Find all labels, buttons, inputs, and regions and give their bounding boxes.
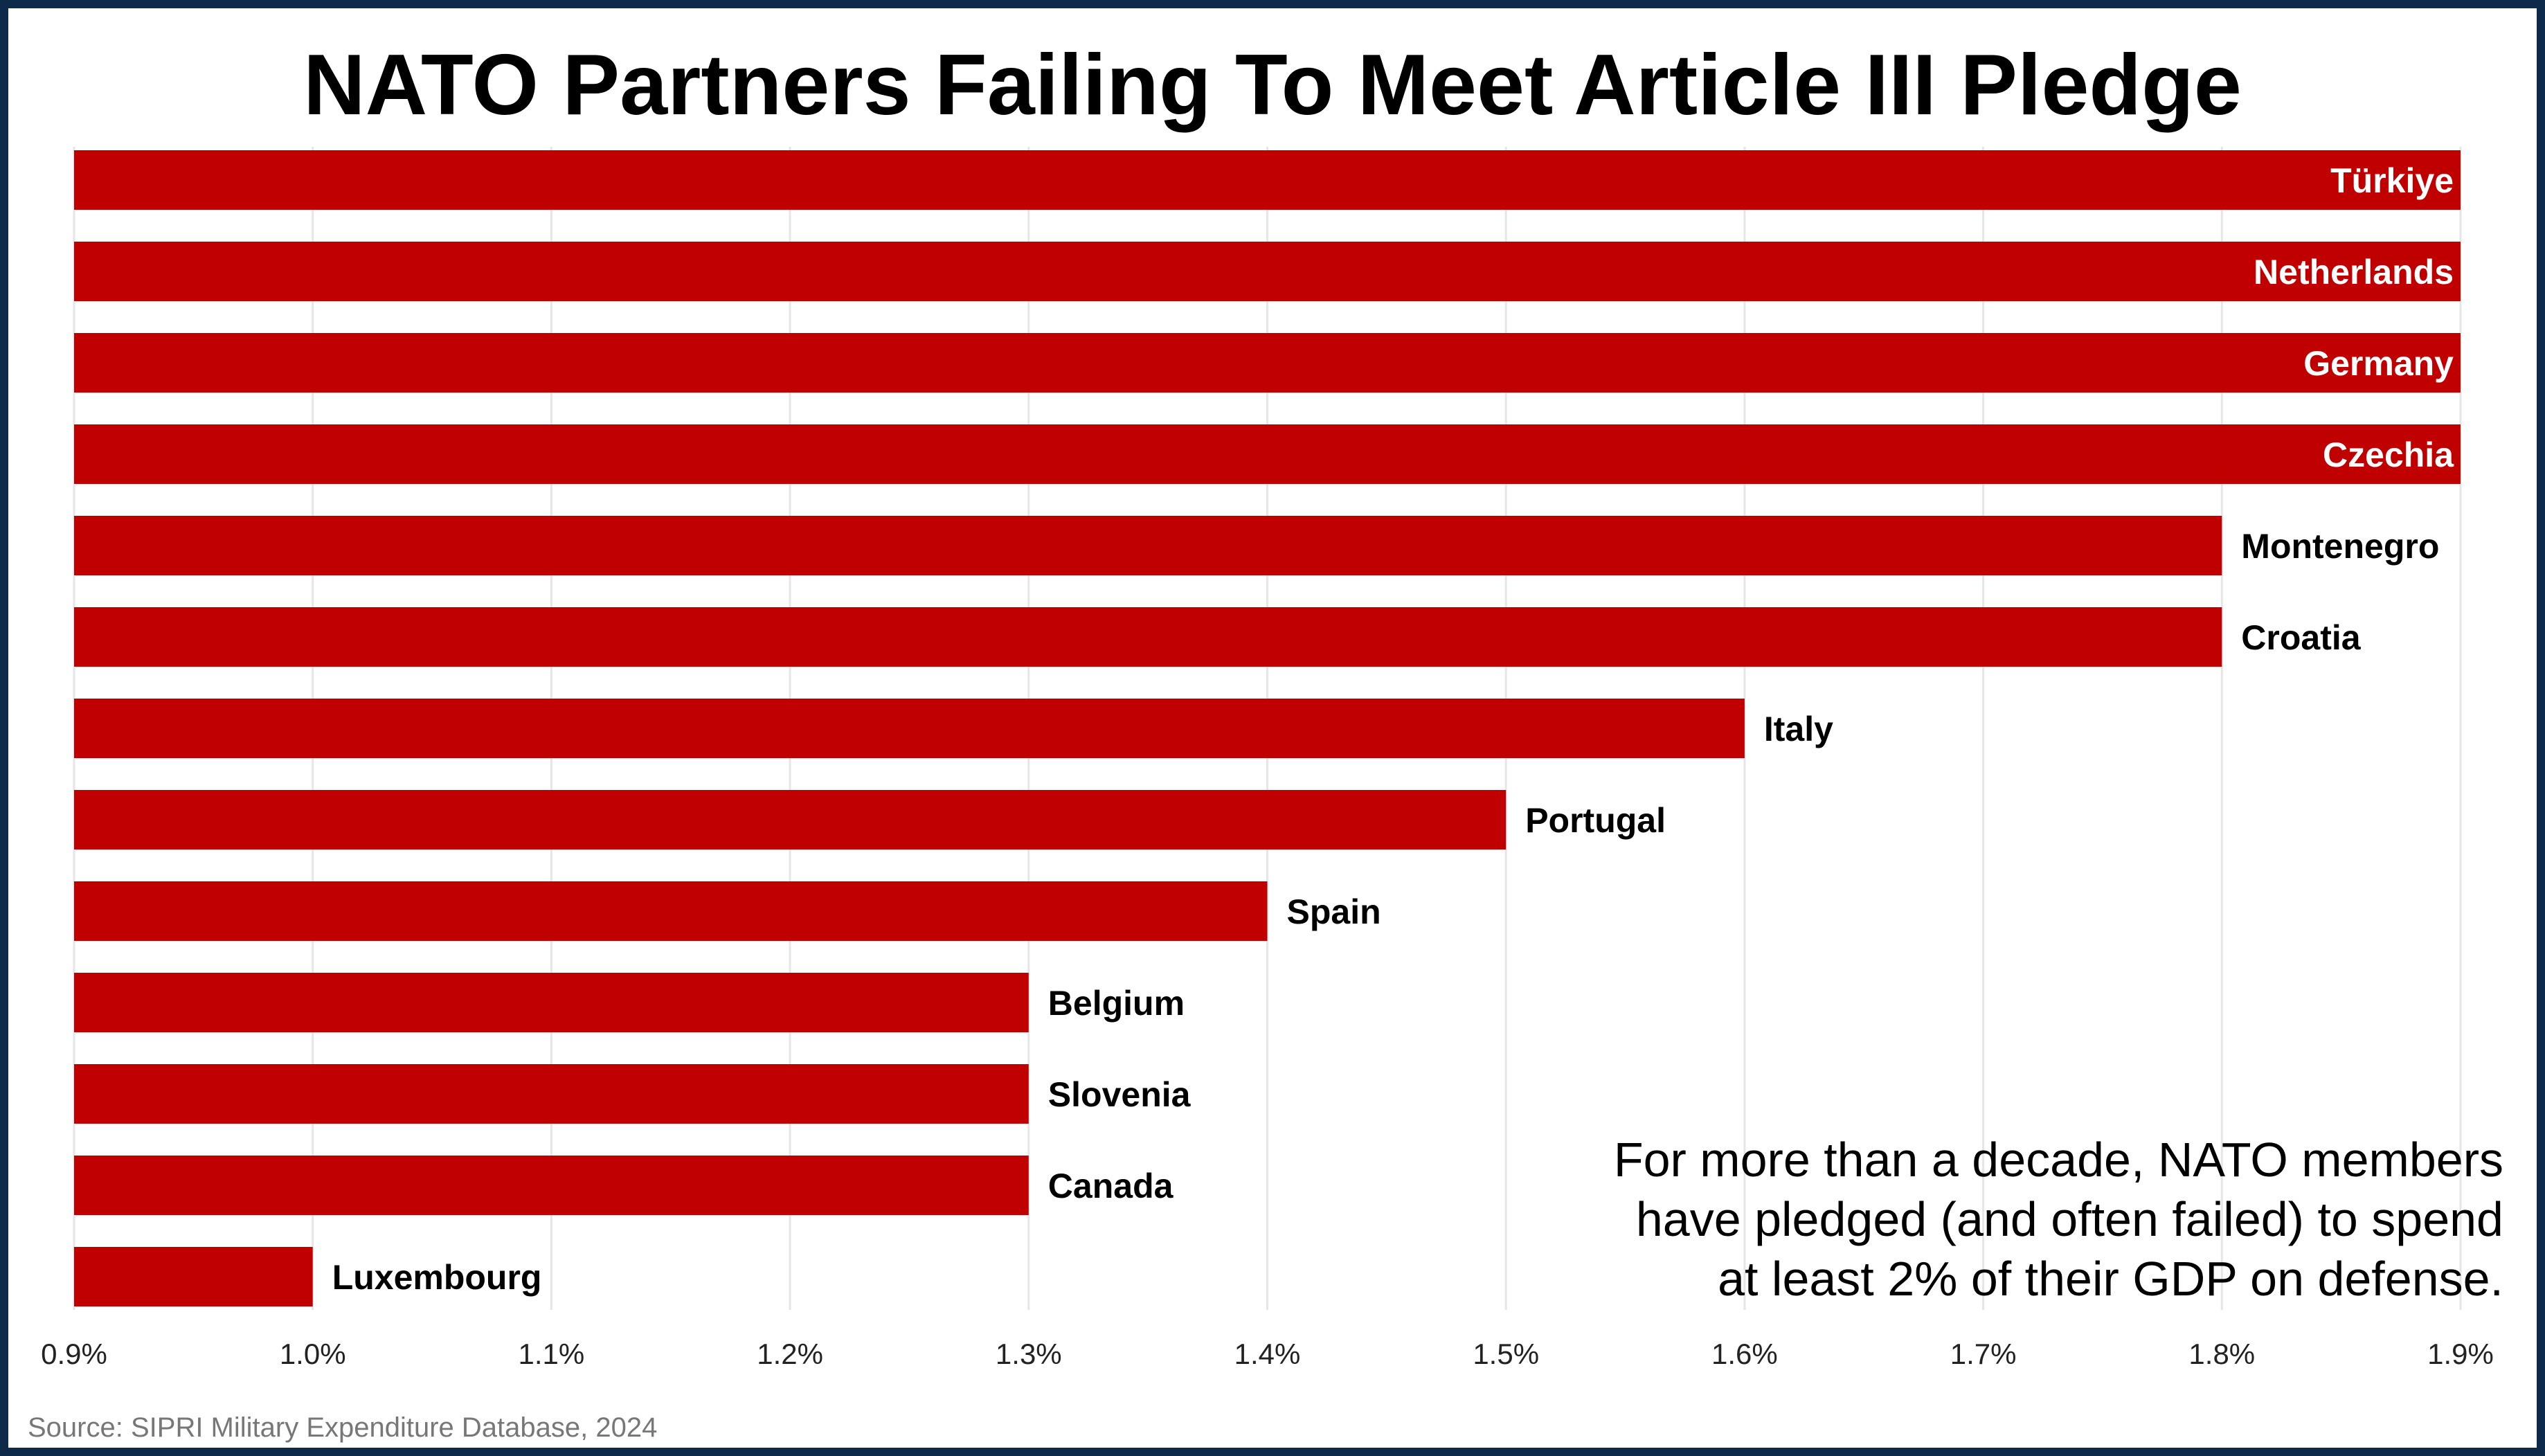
bar-label: Germany	[2303, 344, 2454, 383]
bars	[74, 150, 2461, 1306]
bar-label: Montenegro	[2241, 527, 2439, 566]
bar-chart: Türkiye Netherlands Germany Czechia Monteneg…	[41, 147, 2494, 1370]
bar	[74, 150, 2461, 210]
source-note: Source: SIPRI Military Expenditure Datab…	[28, 1412, 658, 1443]
chart-frame: NATO Partners Failing To Meet Article II…	[8, 8, 2537, 1448]
chart-title: NATO Partners Failing To Meet Article II…	[303, 37, 2242, 133]
bar	[74, 699, 1745, 758]
bar	[74, 424, 2461, 484]
bar-label: Spain	[1287, 892, 1381, 931]
x-tick-label: 1.4%	[1234, 1338, 1301, 1370]
bar-label: Croatia	[2241, 618, 2361, 657]
bar	[74, 790, 1507, 850]
bar	[74, 1247, 313, 1306]
bar-label: Türkiye	[2330, 161, 2454, 200]
x-tick-label: 1.5%	[1473, 1338, 1539, 1370]
bar	[74, 242, 2461, 301]
x-tick-label: 1.1%	[519, 1338, 585, 1370]
annotation-line: For more than a decade, NATO members	[1613, 1133, 2503, 1187]
x-tick-label: 1.8%	[2188, 1338, 2255, 1370]
bar	[74, 333, 2461, 393]
bar-label: Slovenia	[1048, 1075, 1191, 1114]
bar	[74, 973, 1029, 1032]
bar-label: Italy	[1764, 710, 1833, 748]
x-axis-ticks: 0.9% 1.0% 1.1% 1.2% 1.3% 1.4% 1.5% 1.6% 1.7% 1.8%…	[41, 1338, 2494, 1370]
bar	[74, 1064, 1029, 1124]
bar	[74, 607, 2222, 667]
bar-label: Czechia	[2323, 435, 2454, 474]
x-tick-label: 1.0%	[280, 1338, 346, 1370]
bar-label: Netherlands	[2254, 253, 2454, 291]
bar-labels: Türkiye Netherlands Germany Czechia Monteneg…	[332, 161, 2454, 1297]
bar	[74, 1156, 1029, 1215]
bar-label: Canada	[1048, 1167, 1174, 1205]
x-tick-label: 1.2%	[757, 1338, 823, 1370]
x-tick-label: 1.6%	[1711, 1338, 1778, 1370]
x-tick-label: 1.9%	[2427, 1338, 2494, 1370]
annotation-line: at least 2% of their GDP on defense.	[1718, 1252, 2503, 1306]
x-tick-label: 1.3%	[996, 1338, 1062, 1370]
x-tick-label: 0.9%	[41, 1338, 107, 1370]
bar	[74, 516, 2222, 575]
annotation-text: For more than a decade, NATO members hav…	[1327, 1130, 2503, 1309]
bar-label: Belgium	[1048, 984, 1185, 1023]
bar-label: Luxembourg	[332, 1258, 542, 1297]
annotation-line: have pledged (and often failed) to spend	[1635, 1192, 2503, 1246]
bar-label: Portugal	[1525, 801, 1666, 840]
bar	[74, 881, 1268, 941]
x-tick-label: 1.7%	[1950, 1338, 2017, 1370]
